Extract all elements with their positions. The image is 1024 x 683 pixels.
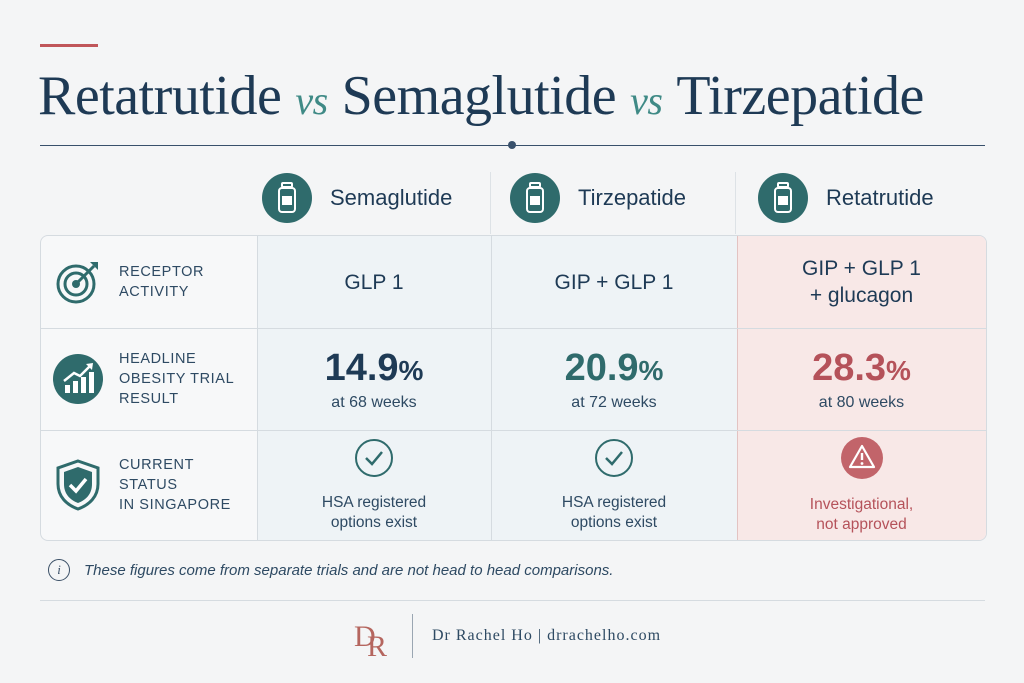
info-icon: i (48, 559, 70, 581)
shield-check-icon (51, 458, 105, 512)
footer-divider (40, 600, 985, 601)
cell-status-semaglutide: HSA registered options exist (257, 430, 491, 540)
status-text: options exist (570, 513, 658, 531)
status-text: options exist (330, 513, 418, 531)
status-text: HSA registered (561, 493, 667, 511)
chart-growth-icon (51, 352, 105, 406)
check-circle-icon (354, 438, 394, 483)
column-header-tirzepatide: Tirzepatide (510, 172, 686, 224)
trial-duration: at 80 weeks (818, 393, 905, 411)
cell-trial-semaglutide: 14.9% at 68 weeks (257, 328, 491, 430)
receptor-value: GIP + GLP 1 (802, 257, 921, 280)
column-header-label: Tirzepatide (578, 185, 687, 210)
disclaimer-note: i These figures come from separate trial… (48, 559, 613, 581)
svg-text:R: R (367, 630, 387, 660)
title-drug-tirzepatide: Tirzepatide (676, 65, 924, 127)
table-background (257, 236, 737, 540)
row-label-line: IN SINGAPORE (118, 497, 231, 513)
cell-trial-tirzepatide: 20.9% at 72 weeks (491, 328, 737, 430)
svg-text:D: D (354, 620, 376, 653)
trial-result-number: 14.9 (324, 346, 399, 389)
row-label-line: ACTIVITY (119, 284, 190, 300)
trial-result-value: 14.9% (325, 347, 424, 392)
column-header-divider (490, 172, 491, 234)
status-text: not approved (816, 515, 907, 533)
receptor-value-line2: + glucagon (809, 284, 914, 307)
target-icon (51, 255, 105, 309)
trial-result-number: 20.9 (564, 346, 639, 389)
vial-icon (510, 173, 560, 223)
trial-result-unit: % (638, 354, 664, 386)
title-vs: vs (630, 78, 663, 123)
vial-icon (758, 173, 808, 223)
row-label-obesity-trial: HEADLINE OBESITY TRIAL RESULT (41, 328, 257, 430)
table-divider (41, 328, 986, 329)
vial-icon (262, 173, 312, 223)
title-vs: vs (295, 78, 328, 123)
row-label-line: CURRENT STATUS (118, 457, 194, 493)
check-circle-icon (594, 438, 634, 483)
title-drug-retatrutide: Retatrutide (38, 65, 282, 127)
trial-duration: at 72 weeks (571, 393, 657, 411)
trial-result-value: 20.9% (565, 347, 664, 392)
trial-result-unit: % (886, 354, 911, 386)
warning-icon (840, 436, 884, 485)
trial-result-value: 28.3% (812, 347, 911, 392)
receptor-value: GLP 1 (344, 270, 404, 294)
cell-receptor-tirzepatide: GIP + GLP 1 (491, 236, 737, 328)
row-label-line: HEADLINE (119, 351, 197, 367)
column-header-label: Semaglutide (330, 185, 453, 210)
status-text: Investigational, (809, 495, 914, 513)
row-label-line: RECEPTOR (119, 264, 205, 280)
dr-monogram-logo: D R (352, 612, 392, 663)
table-divider (41, 430, 986, 431)
cell-trial-retatrutide: 28.3% at 80 weeks (737, 328, 986, 430)
column-header-divider (735, 172, 736, 234)
disclaimer-text: These figures come from separate trials … (84, 561, 614, 579)
row-label-line: OBESITY TRIAL (119, 371, 235, 387)
cell-status-retatrutide: Investigational, not approved (737, 430, 986, 540)
table-divider (257, 236, 258, 540)
row-label-line: RESULT (119, 391, 179, 407)
receptor-value: GIP + GLP 1 (554, 270, 674, 294)
cell-status-tirzepatide: HSA registered options exist (491, 430, 737, 540)
table-divider (737, 236, 738, 540)
column-header-semaglutide: Semaglutide (262, 172, 452, 224)
cell-receptor-semaglutide: GLP 1 (257, 236, 491, 328)
cell-receptor-retatrutide: GIP + GLP 1 + glucagon (737, 236, 986, 328)
title-divider-dot (508, 141, 516, 149)
column-header-retatrutide: Retatrutide (758, 172, 934, 224)
page-title: Retatrutide vs Semaglutide vs Tirzepatide (38, 56, 998, 141)
comparison-table: RECEPTOR ACTIVITY GLP 1 GIP + GLP 1 GIP … (40, 235, 987, 541)
title-accent-bar (40, 44, 98, 47)
table-divider (491, 236, 492, 540)
retatrutide-column-highlight (737, 236, 986, 540)
title-drug-semaglutide: Semaglutide (341, 65, 617, 127)
trial-result-number: 28.3 (812, 346, 887, 389)
author-credit: Dr Rachel Ho | drrachelho.com (432, 627, 662, 644)
row-label-receptor-activity: RECEPTOR ACTIVITY (41, 236, 257, 328)
row-label-current-status: CURRENT STATUS IN SINGAPORE (41, 430, 257, 540)
column-header-label: Retatrutide (826, 185, 934, 210)
status-text: HSA registered (321, 493, 427, 511)
trial-result-unit: % (398, 354, 424, 386)
footer-separator (412, 614, 413, 658)
trial-duration: at 68 weeks (331, 393, 417, 411)
